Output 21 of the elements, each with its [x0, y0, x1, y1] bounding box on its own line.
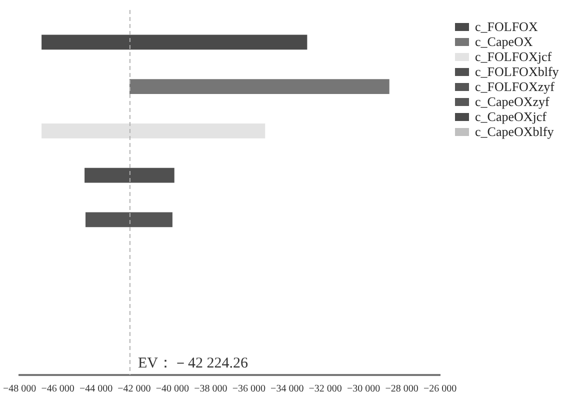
- legend-label: c_FOLFOXjcf: [475, 49, 552, 64]
- x-tick-label: −36 000: [232, 384, 266, 395]
- legend-label: c_CapeOXzyf: [475, 94, 550, 109]
- x-tick-label: −40 000: [156, 384, 190, 395]
- x-tick-label: −32 000: [308, 384, 342, 395]
- legend-label: c_CapeOXjcf: [475, 109, 546, 124]
- legend-label: c_FOLFOXblfy: [475, 64, 559, 79]
- x-tick-label: −26 000: [423, 384, 457, 395]
- legend-label: c_CapeOXblfy: [475, 124, 554, 139]
- x-tick-label: −48 000: [3, 384, 36, 395]
- x-tick-label: −28 000: [385, 384, 418, 395]
- x-tick-label: −30 000: [346, 384, 380, 395]
- legend-label: c_FOLFOX: [475, 19, 538, 34]
- x-tick-label: −38 000: [194, 384, 228, 395]
- legend-label: c_FOLFOXzyf: [475, 79, 554, 94]
- x-tick-label: −34 000: [270, 384, 304, 395]
- ref-line-label: EV：－42 224.26: [138, 355, 248, 372]
- x-tick-label: −46 000: [41, 384, 74, 395]
- x-tick-label: −42 000: [118, 384, 151, 395]
- x-tick-label: −44 000: [79, 384, 113, 395]
- legend-label: c_CapeOX: [475, 34, 533, 49]
